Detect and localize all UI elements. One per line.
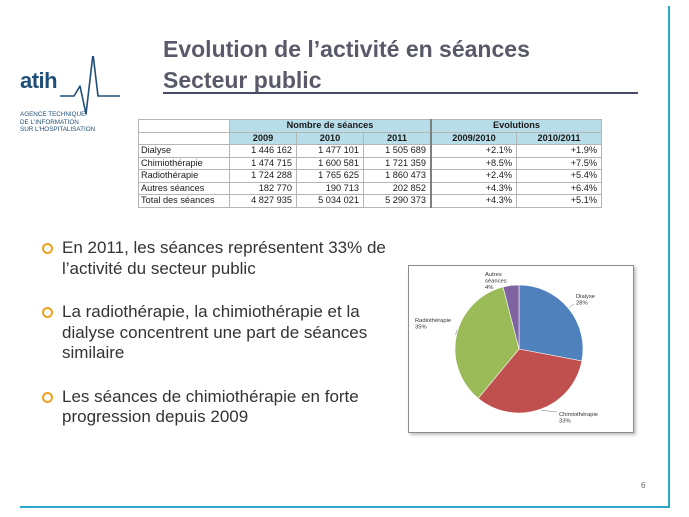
column-header: 2010/2011 [516,131,602,145]
bullet-list: En 2011, les séances représentent 33% de… [42,238,392,451]
table-cell: 4 827 935 [229,194,297,208]
page-number: 6 [641,481,646,490]
table-cell: +2.1% [430,144,517,158]
atih-logo: atih AGENCE TECHNIQUE DE L'INFORMATION S… [20,56,140,144]
bullet-text: Les séances de chimiothérapie en forte p… [62,386,359,427]
column-header: 2011 [363,131,432,145]
title-line-2: Secteur public [163,67,322,93]
row-label: Total des séances [138,194,230,208]
slide-frame [20,6,670,508]
pie-slice-label: Chimiothérapie 33% [559,412,598,425]
row-label: Chimiothérapie [138,156,230,170]
table-cell: 1 446 162 [229,144,297,158]
column-header: 2010 [296,131,364,145]
group-header-evolutions: Evolutions [430,119,602,133]
slide-title: Evolution de l’activité en séances Secte… [163,34,530,96]
row-label: Dialyse [138,144,230,158]
table-cell: 1 721 359 [363,156,432,170]
column-header: 2009 [229,131,297,145]
sessions-table: Nombre de séances Evolutions 2009 2010 2… [138,119,602,208]
pie-slice-label: Radiothérapie 35% [415,318,451,331]
pie-slice-label: Autres séances 4% [485,272,507,291]
table-cell: 182 770 [229,181,297,195]
pie-leader-line [510,284,513,290]
table-row: Dialyse 1 446 162 1 477 101 1 505 689 +2… [138,144,602,158]
table-cell: 1 505 689 [363,144,432,158]
table-cell: 1 765 625 [296,169,364,183]
table-row-total: Total des séances 4 827 935 5 034 021 5 … [138,194,602,208]
bullet-item: La radiothérapie, la chimiothérapie et l… [42,302,392,364]
row-label: Radiothérapie [138,169,230,183]
table-corner [138,119,230,133]
pie-leader-line [455,329,458,335]
table-row: Chimiothérapie 1 474 715 1 600 581 1 721… [138,156,602,170]
table-cell: 5 034 021 [296,194,364,208]
logo-subtitle-line: AGENCE TECHNIQUE [20,111,86,118]
table-cell: 1 477 101 [296,144,364,158]
title-underline [163,92,638,94]
bullet-circle-icon [42,307,53,318]
bullet-item: Les séances de chimiothérapie en forte p… [42,387,392,428]
title-line-1: Evolution de l’activité en séances [163,36,530,62]
logo-subtitle-line: SUR L'HOSPITALISATION [20,126,96,133]
table-cell: 5 290 373 [363,194,432,208]
table-cell: +7.5% [516,156,602,170]
pie-slice-radioth-rapie [454,286,520,399]
pie-slice-chimioth-rapie [477,348,583,414]
table-cell: +8.5% [430,156,517,170]
table-cell: +2.4% [430,169,517,183]
frame-bottom-line [20,506,670,508]
table-cell: +5.4% [516,169,602,183]
row-label: Autres séances [138,181,230,195]
bullet-circle-icon [42,391,53,403]
logo-subtitle-line: DE L'INFORMATION [20,118,79,126]
pie-chart-panel: Dialyse 28% Chimiothérapie 33% Radiothérapie… [408,265,634,433]
table-cell: +6.4% [516,181,602,195]
table-corner [138,131,230,145]
pie-leader-line [540,409,558,413]
column-header: 2009/2010 [430,131,517,145]
table-cell: +4.3% [430,181,517,195]
bullet-item: En 2011, les séances représentent 33% de… [42,238,392,279]
table-cell: 1 474 715 [229,156,297,170]
table-cell: +4.3% [430,194,517,208]
pie-slice-dialyse [518,284,584,362]
table-row: Radiothérapie 1 724 288 1 765 625 1 860 … [138,169,602,183]
table-cell: 1 600 581 [296,156,364,170]
table-cell: 190 713 [296,181,364,195]
bullet-text: En 2011, les séances représentent 33% de… [62,238,386,278]
table-cell: 1 724 288 [229,169,297,183]
bullet-text: La radiothérapie, la chimiothérapie et l… [62,302,368,362]
group-header-count: Nombre de séances [229,119,432,133]
logo-subtitle: AGENCE TECHNIQUE DE L'INFORMATION SUR L'… [20,111,130,134]
pie-chart: Dialyse 28% Chimiothérapie 33% Radiothérapie… [415,272,598,425]
table-group-header-row: Nombre de séances Evolutions [138,119,602,133]
table-cell: 202 852 [363,181,432,195]
table-row: Autres séances 182 770 190 713 202 852 +… [138,181,602,195]
table-cell: +5.1% [516,194,602,208]
logo-word: atih [20,68,58,93]
frame-right-line [668,6,670,508]
table-column-header-row: 2009 2010 2011 2009/2010 2010/2011 [138,131,602,145]
bullet-circle-icon [42,243,53,254]
table-cell: +1.9% [516,144,602,158]
table-cell: 1 860 473 [363,169,432,183]
heartbeat-icon [60,56,120,115]
pie-leader-line [568,303,575,308]
pie-slice-label: Dialyse 28% [576,294,595,307]
